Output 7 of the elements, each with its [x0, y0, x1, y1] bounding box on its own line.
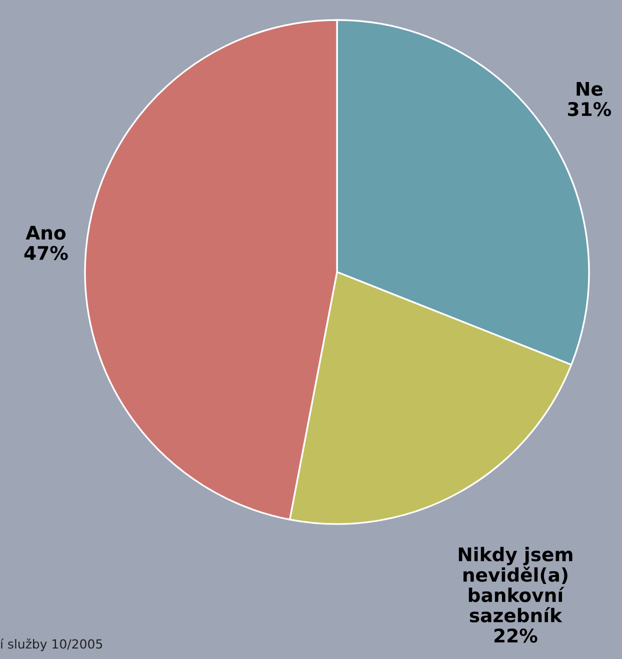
slice-label: Nikdy jsem neviděl(a) bankovní sazebník [458, 546, 572, 622]
slice-label: Ne [576, 82, 602, 96]
data-label: 47% [24, 246, 68, 260]
slice-label: Ano [26, 226, 66, 240]
data-label: 22% [494, 628, 538, 643]
text: í služby 10/2005 [0, 638, 102, 652]
data-label: 31% [568, 102, 612, 116]
